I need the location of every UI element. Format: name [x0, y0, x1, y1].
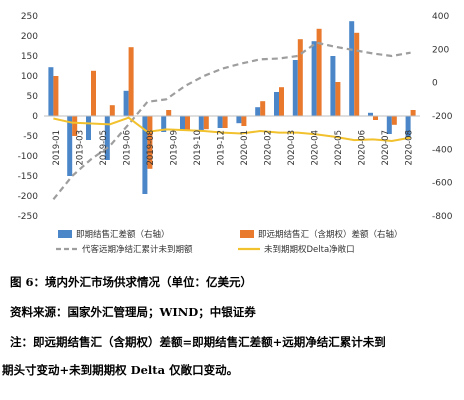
bar-1-2019-10: [222, 116, 228, 128]
bar-1-2020-06: [373, 116, 378, 120]
legend-swatch-0: [58, 230, 72, 238]
bar-1-2020-07: [391, 116, 397, 125]
bar-1-2019-03: [91, 70, 96, 116]
bar-1-2020-02: [297, 39, 303, 117]
x-tick-2019-09: 2019-09: [169, 130, 179, 166]
left-tick--50: -50: [23, 132, 38, 142]
left-tick-150: 150: [21, 52, 38, 62]
bar-1-2020-03: [316, 28, 322, 116]
x-tick-2020-08: 2020-08: [404, 130, 414, 166]
left-tick--150: -150: [18, 172, 39, 182]
bar-1-2019-08: [185, 116, 190, 130]
right-tick-200: 200: [432, 45, 449, 55]
line-series-group: [52, 41, 411, 201]
legend-swatch-1: [240, 230, 254, 238]
bar-1-2019-01: [53, 76, 59, 116]
bar-0-2020-07: [386, 116, 392, 134]
x-tick-2020-06: 2020-06: [357, 130, 367, 166]
right-tick-400: 400: [432, 12, 449, 22]
bar-0-2019-10: [217, 116, 223, 128]
left-tick-200: 200: [21, 32, 38, 42]
x-tick-2019-08: 2019-08: [146, 130, 156, 166]
right-tick--400: -400: [432, 145, 453, 155]
bar-1-2019-04: [109, 105, 115, 116]
x-tick-2020-02: 2020-02: [263, 130, 273, 166]
left-tick--250: -250: [18, 212, 39, 222]
x-axis-tick-labels: 2019-01 2019-03 2019-05 2019-06 2019-08 2019-…: [52, 130, 415, 166]
right-tick--200: -200: [432, 112, 453, 122]
source-note: 资料来源：国家外汇管理局；WIND；中银证券: [10, 305, 256, 319]
plot-area: [44, 21, 420, 201]
bar-1-2020-08: [410, 110, 416, 116]
bar-0-2019-07: [161, 116, 167, 132]
bar-0-2019-06: [142, 116, 148, 194]
left-tick-100: 100: [21, 72, 38, 82]
bar-1-2019-12: [260, 101, 266, 116]
x-tick-2019-12: 2019-12: [216, 130, 226, 166]
legend-label-0: 即期结售汇差额（右轴）: [76, 229, 170, 240]
x-tick-2019-05: 2019-05: [99, 130, 109, 166]
bar-0-2019-01: [48, 67, 54, 116]
bar-0-2020-01: [274, 92, 279, 116]
bar-1-2019-07: [166, 110, 172, 116]
bar-0-2020-03: [311, 41, 317, 117]
bar-1-2020-01: [279, 87, 284, 116]
left-axis-tick-labels: 250 200 150 100 50 0 -50 -100 -150 -200 -250: [18, 12, 39, 222]
bar-0-2020-04: [330, 56, 336, 116]
bar-1-2019-11: [241, 116, 247, 126]
x-tick-2020-04: 2020-04: [310, 130, 320, 166]
bar-1-2019-02: [72, 116, 78, 136]
left-tick--100: -100: [18, 152, 39, 162]
right-tick--800: -800: [432, 212, 453, 222]
bar-0-2019-12: [255, 107, 261, 116]
bar-0-2019-09: [198, 116, 204, 130]
x-tick-2020-05: 2020-05: [334, 130, 344, 166]
left-tick-0: 0: [32, 112, 38, 122]
bar-0-2019-08: [180, 116, 185, 130]
line-series-0: [52, 41, 411, 201]
bar-1-2019-05: [128, 47, 134, 117]
x-tick-2019-01: 2019-01: [52, 130, 62, 166]
bar-0-2019-04: [104, 116, 110, 160]
legend-label-1: 即远期结售汇（含期权）差额（右轴）: [258, 229, 403, 240]
formula-note-line2: 期头寸变动+未到期期权 Delta 仅敞口变动。: [2, 363, 239, 377]
bar-1-2019-09: [203, 116, 209, 130]
bar-0-2020-05: [349, 21, 355, 117]
bar-0-2019-11: [236, 116, 242, 124]
x-tick-2019-10: 2019-10: [193, 130, 203, 166]
bar-0-2020-06: [368, 112, 373, 116]
fx-supply-demand-chart: 250 200 150 100 50 0 -50 -100 -150 -200 -250 400 20…: [18, 12, 453, 255]
right-tick--600: -600: [432, 179, 453, 189]
left-tick--200: -200: [18, 192, 39, 202]
right-tick-0: 0: [432, 79, 438, 89]
x-tick-2020-07: 2020-07: [381, 130, 391, 166]
x-tick-2019-03: 2019-03: [75, 130, 85, 166]
left-tick-50: 50: [27, 92, 39, 102]
x-tick-2020-03: 2020-03: [287, 130, 297, 166]
bar-1-2019-06: [147, 116, 153, 169]
bar-1-2020-05: [354, 32, 360, 116]
legend-label-3: 未到期期权Delta净敞口: [264, 244, 355, 255]
bar-1-2020-04: [335, 82, 341, 116]
bar-0-2020-08: [405, 116, 411, 138]
formula-note-line1: 注：即远期结售汇（含期权）差额=即期结售汇差额+远期净结汇累计未到: [10, 335, 386, 349]
bar-series-group: [48, 21, 416, 194]
x-tick-2019-06: 2019-06: [122, 130, 132, 166]
left-tick-250: 250: [21, 12, 38, 22]
bar-0-2019-02: [67, 116, 73, 176]
legend-label-2: 代客远期净结汇累计未到期额: [82, 244, 193, 255]
x-tick-2020-01: 2020-01: [240, 130, 250, 166]
line-series-1: [53, 116, 411, 143]
bar-0-2020-02: [292, 60, 298, 116]
figure-caption: 图 6：境内外汇市场供求情况（单位：亿美元）: [10, 275, 253, 289]
legend: 即期结售汇差额（右轴） 即远期结售汇（含期权）差额（右轴） 代客远期净结汇累计未到期…: [56, 229, 403, 255]
bar-0-2019-03: [86, 116, 91, 140]
bar-0-2019-05: [123, 90, 129, 116]
right-axis-tick-labels: 400 200 0 -200 -400 -600 -800: [432, 12, 453, 222]
